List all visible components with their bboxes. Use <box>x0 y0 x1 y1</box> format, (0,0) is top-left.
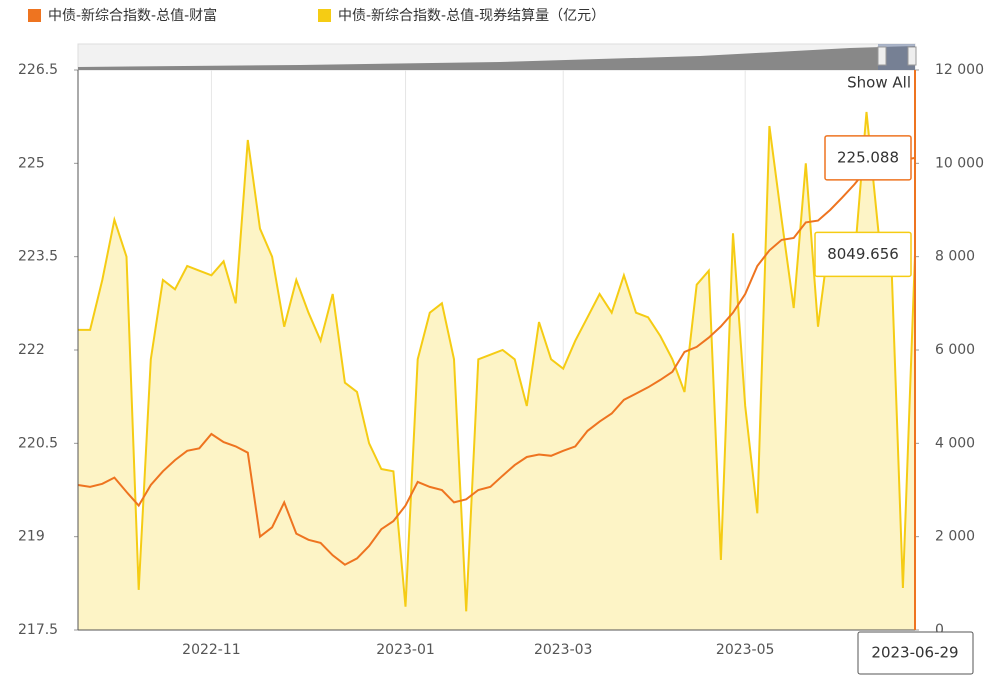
y-tick-label: 217.5 <box>18 622 58 638</box>
y2-tick-label: 10 000 <box>935 155 984 171</box>
y2-tick-label: 8 000 <box>935 249 975 265</box>
legend-label: 中债-新综合指数-总值-财富 <box>48 7 217 24</box>
tooltip-value: 225.088 <box>837 148 899 166</box>
y-tick-label: 226.5 <box>18 62 58 78</box>
y2-tick-label: 12 000 <box>935 62 984 78</box>
tooltip-value: 8049.656 <box>827 245 899 263</box>
y2-tick-label: 4 000 <box>935 435 975 451</box>
series-line <box>77 155 916 566</box>
legend-swatch <box>318 9 331 22</box>
y2-tick-label: 2 000 <box>935 529 975 545</box>
x-tick-label: 2022-11 <box>182 642 241 658</box>
x-tick-label: 2023-01 <box>376 642 435 658</box>
x-tick-label: 2023-03 <box>534 642 593 658</box>
y-tick-label: 223.5 <box>18 249 58 265</box>
tooltip-date-box <box>857 631 974 675</box>
navigator-area <box>78 46 915 70</box>
show-all-button[interactable]: Show All <box>847 74 911 92</box>
area-fill <box>78 112 915 630</box>
navigator-handle[interactable] <box>877 46 887 66</box>
y2-tick-label: 0 <box>935 622 944 638</box>
y-tick-label: 225 <box>18 155 45 171</box>
tooltip-date: 2023-06-29 <box>871 644 958 662</box>
navigator-handle[interactable] <box>907 46 917 66</box>
y-tick-label: 222 <box>18 342 45 358</box>
y-tick-label: 219 <box>18 529 45 545</box>
legend-label: 中债-新综合指数-总值-现券结算量（亿元） <box>338 8 605 24</box>
x-tick-label: 2023-05 <box>716 642 775 658</box>
tooltip-box <box>824 135 912 181</box>
legend-swatch <box>28 9 41 22</box>
tooltip-box <box>814 231 912 278</box>
y2-tick-label: 6 000 <box>935 342 975 358</box>
series-line <box>78 111 916 612</box>
y-tick-label: 220.5 <box>18 435 58 451</box>
